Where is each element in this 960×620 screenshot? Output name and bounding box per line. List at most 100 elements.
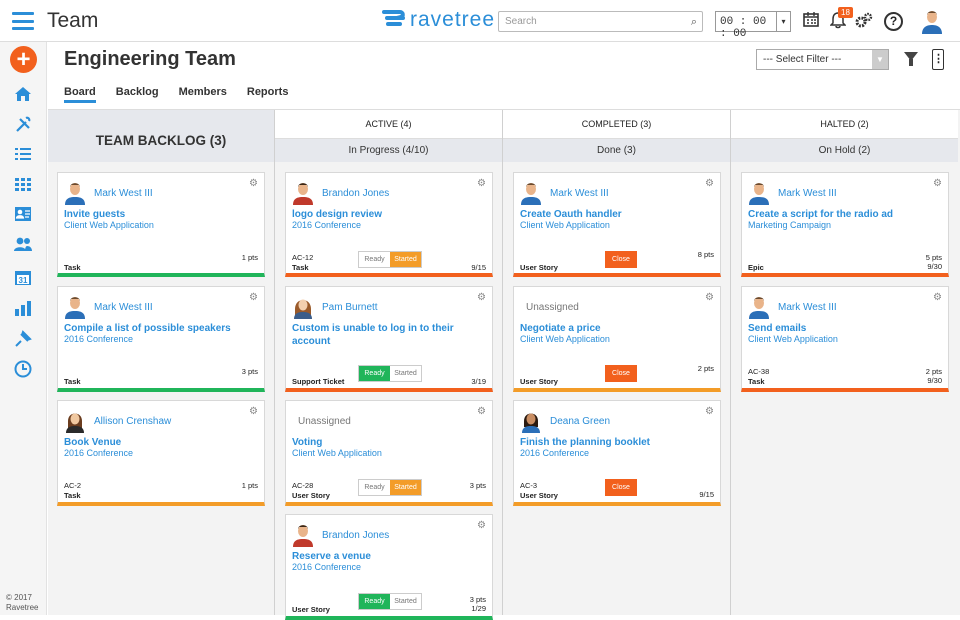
task-card[interactable]: ⚙ Brandon Jones Reserve a venue 2016 Con…: [285, 514, 493, 620]
gear-icon[interactable]: ⚙: [249, 406, 258, 417]
card-project[interactable]: Client Web Application: [748, 334, 838, 344]
timer-dropdown[interactable]: ▾: [776, 11, 791, 32]
more-options-icon[interactable]: ⋮: [932, 49, 944, 70]
tab-reports[interactable]: Reports: [246, 86, 289, 98]
clock-icon[interactable]: [13, 360, 33, 380]
task-card[interactable]: ⚙ Mark West III Create Oauth handler Cli…: [513, 172, 721, 277]
task-card[interactable]: ⚙ Deana Green Finish the planning bookle…: [513, 400, 721, 506]
tab-members[interactable]: Members: [178, 86, 227, 98]
status-toggle[interactable]: Ready Started: [358, 479, 422, 496]
assignee-name[interactable]: Pam Burnett: [322, 301, 378, 313]
card-title[interactable]: Create a script for the radio ad: [748, 209, 894, 220]
ready-button[interactable]: Ready: [359, 594, 390, 609]
contacts-icon[interactable]: [13, 206, 33, 226]
card-project[interactable]: Client Web Application: [520, 220, 610, 230]
card-project[interactable]: Client Web Application: [292, 448, 382, 458]
task-card[interactable]: ⚙ Mark West III Send emails Client Web A…: [741, 286, 949, 392]
card-title[interactable]: Create Oauth handler: [520, 209, 622, 220]
search-input[interactable]: Search ⌕: [498, 11, 703, 32]
status-toggle[interactable]: Ready Started: [358, 251, 422, 268]
tab-board[interactable]: Board: [64, 86, 96, 103]
task-card[interactable]: ⚙ Unassigned Voting Client Web Applicati…: [285, 400, 493, 506]
help-icon[interactable]: ?: [884, 12, 903, 31]
close-button[interactable]: Close: [605, 251, 637, 268]
card-title[interactable]: Voting: [292, 437, 323, 448]
assignee-name[interactable]: Brandon Jones: [322, 529, 390, 541]
assignee-name[interactable]: Mark West III: [550, 187, 609, 199]
card-title[interactable]: Invite guests: [64, 209, 126, 220]
user-avatar[interactable]: [921, 8, 943, 39]
gear-icon[interactable]: ⚙: [705, 178, 714, 189]
started-button[interactable]: Started: [390, 480, 421, 495]
close-button[interactable]: Close: [605, 479, 637, 496]
filter-select[interactable]: --- Select Filter --- ▼: [756, 49, 889, 70]
card-project[interactable]: 2016 Conference: [64, 334, 134, 344]
card-project[interactable]: Marketing Campaign: [748, 220, 832, 230]
card-project[interactable]: 2016 Conference: [520, 448, 590, 458]
task-card[interactable]: ⚙ Mark West III Invite guests Client Web…: [57, 172, 265, 277]
calendar-icon[interactable]: [803, 11, 819, 32]
users-icon[interactable]: [13, 236, 33, 256]
status-toggle[interactable]: Ready Started: [358, 593, 422, 610]
started-button[interactable]: Started: [390, 594, 421, 609]
started-button[interactable]: Started: [390, 366, 421, 381]
calendar-31-icon[interactable]: 31: [13, 268, 33, 288]
card-title[interactable]: Finish the planning booklet: [520, 437, 650, 448]
ready-button[interactable]: Ready: [359, 480, 390, 495]
tools-icon[interactable]: [13, 116, 33, 136]
card-title[interactable]: Negotiate a price: [520, 323, 601, 334]
task-card[interactable]: ⚙ Mark West III Compile a list of possib…: [57, 286, 265, 392]
task-card[interactable]: ⚙ Pam Burnett Custom is unable to log in…: [285, 286, 493, 392]
card-project[interactable]: Client Web Application: [520, 334, 610, 344]
ready-button[interactable]: Ready: [359, 252, 390, 267]
gear-icon[interactable]: ⚙: [933, 178, 942, 189]
list-icon[interactable]: [13, 146, 33, 166]
started-button[interactable]: Started: [390, 252, 421, 267]
menu-icon[interactable]: [12, 12, 34, 30]
gear-icon[interactable]: ⚙: [477, 406, 486, 417]
gear-icon[interactable]: ⚙: [249, 178, 258, 189]
settings-icon[interactable]: [855, 12, 873, 34]
timer-display[interactable]: 00 : 00 : 00: [715, 11, 777, 40]
assignee-name[interactable]: Mark West III: [778, 301, 837, 313]
gear-icon[interactable]: ⚙: [933, 292, 942, 303]
chevron-down-icon[interactable]: ▼: [872, 50, 888, 69]
card-title[interactable]: Custom is unable to log in to their acco…: [292, 323, 454, 347]
add-icon[interactable]: +: [10, 46, 37, 73]
card-title[interactable]: Book Venue: [64, 437, 122, 448]
assignee-name[interactable]: Mark West III: [94, 301, 153, 313]
ravetree-logo[interactable]: ravetree: [382, 8, 495, 32]
card-project[interactable]: Client Web Application: [64, 220, 154, 230]
card-project[interactable]: 2016 Conference: [64, 448, 134, 458]
tab-backlog[interactable]: Backlog: [115, 86, 159, 98]
filter-icon[interactable]: [904, 52, 918, 66]
gear-icon[interactable]: ⚙: [705, 292, 714, 303]
task-card[interactable]: ⚙ Mark West III Create a script for the …: [741, 172, 949, 277]
card-title[interactable]: logo design review: [292, 209, 383, 220]
assignee-name[interactable]: Unassigned: [526, 301, 579, 313]
ready-button[interactable]: Ready: [359, 366, 390, 381]
gear-icon[interactable]: ⚙: [477, 178, 486, 189]
gear-icon[interactable]: ⚙: [477, 520, 486, 531]
gear-icon[interactable]: ⚙: [249, 292, 258, 303]
assignee-name[interactable]: Allison Crenshaw: [94, 415, 172, 427]
pin-icon[interactable]: [13, 330, 33, 350]
gear-icon[interactable]: ⚙: [477, 292, 486, 303]
reports-icon[interactable]: [13, 300, 33, 320]
assignee-name[interactable]: Mark West III: [94, 187, 153, 199]
close-button[interactable]: Close: [605, 365, 637, 382]
card-title[interactable]: Reserve a venue: [292, 551, 371, 562]
home-icon[interactable]: [13, 86, 33, 106]
gear-icon[interactable]: ⚙: [705, 406, 714, 417]
task-card[interactable]: ⚙ Brandon Jones logo design review 2016 …: [285, 172, 493, 277]
assignee-name[interactable]: Brandon Jones: [322, 187, 390, 199]
card-title[interactable]: Send emails: [748, 323, 807, 334]
card-project[interactable]: 2016 Conference: [292, 220, 362, 230]
status-toggle[interactable]: Ready Started: [358, 365, 422, 382]
card-title[interactable]: Compile a list of possible speakers: [64, 323, 231, 334]
assignee-name[interactable]: Mark West III: [778, 187, 837, 199]
search-icon[interactable]: ⌕: [690, 16, 697, 28]
assignee-name[interactable]: Deana Green: [550, 415, 611, 427]
task-card[interactable]: ⚙ Unassigned Negotiate a price Client We…: [513, 286, 721, 392]
assignee-name[interactable]: Unassigned: [298, 415, 351, 427]
